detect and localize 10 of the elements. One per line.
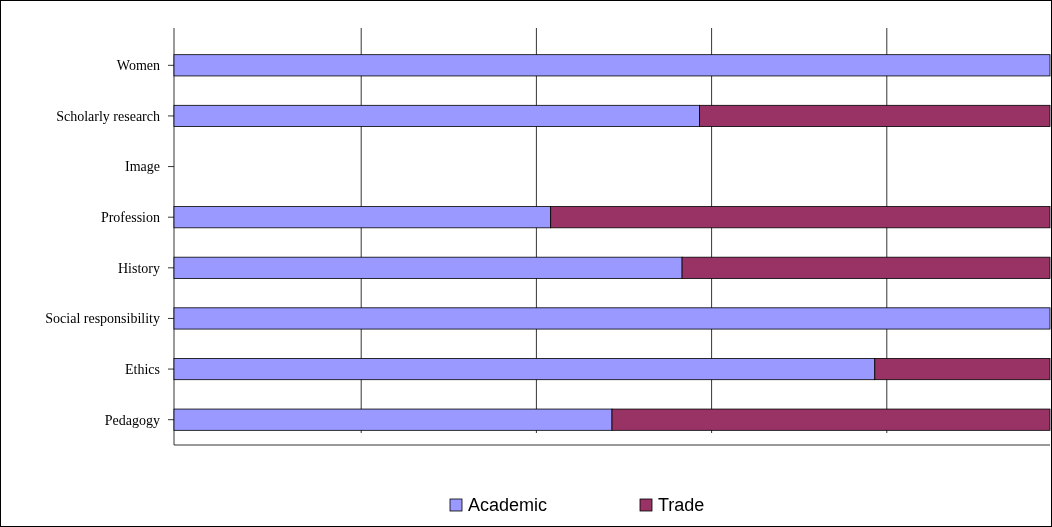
y-tick-label: Scholarly research [56,108,160,124]
legend-label: Trade [658,494,705,515]
legend-label: Academic [468,494,548,515]
y-tick-label: Women [116,58,160,74]
y-tick-label: Profession [100,210,160,226]
y-tick-label: Ethics [125,361,160,377]
y-tick-label: Social responsibility [45,311,160,327]
y-tick-label: Image [125,159,160,175]
y-tick-label: Pedagogy [104,412,160,428]
y-tick-label: History [118,260,160,276]
